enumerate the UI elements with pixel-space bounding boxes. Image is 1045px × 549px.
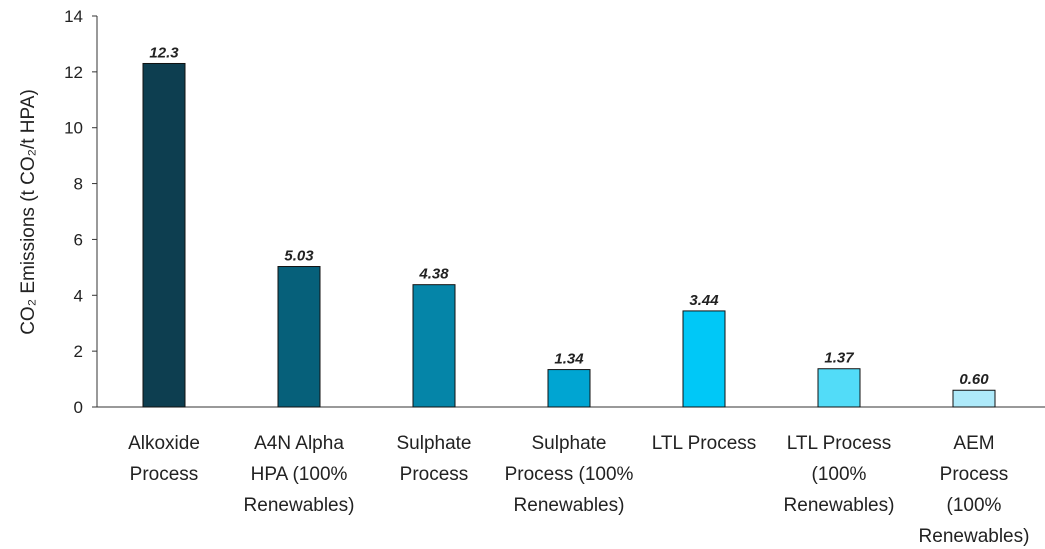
x-tick-label: Sulphate Process [396,433,471,485]
x-tick-label: Alkoxide Process [128,433,200,485]
bar [682,310,726,408]
x-tick-label: Sulphate Process (100% Renewables) [505,433,634,516]
value-label: 12.3 [149,44,179,61]
value-label: 1.34 [554,351,584,368]
x-tick-label: LTL Process [652,433,757,454]
bar [817,368,861,408]
value-label: 4.38 [418,266,449,283]
x-tick-label: AEM Process (100% Renewables) [919,433,1030,547]
y-axis-label: CO₂ Emissions (t CO₂/t HPA) [18,89,39,335]
value-label: 0.60 [959,371,989,388]
y-tick-label: 14 [64,7,83,26]
y-tick-label: 6 [74,230,83,249]
value-label: 3.44 [689,292,719,309]
bar [952,389,996,408]
x-tick-label: A4N Alpha HPA (100% Renewables) [244,433,355,516]
bar [277,266,321,408]
y-tick-label: 10 [64,119,83,138]
x-tick-label: LTL Process (100% Renewables) [784,433,895,516]
value-label: 5.03 [284,248,314,265]
y-tick-label: 4 [74,286,83,305]
y-tick-label: 12 [64,63,83,82]
y-tick-label: 8 [74,175,83,194]
y-tick-label: 2 [74,342,83,361]
bar [547,369,591,408]
y-tick-label: 0 [74,398,83,417]
bar [142,62,186,408]
bar [412,284,456,408]
value-label: 1.37 [824,350,854,367]
